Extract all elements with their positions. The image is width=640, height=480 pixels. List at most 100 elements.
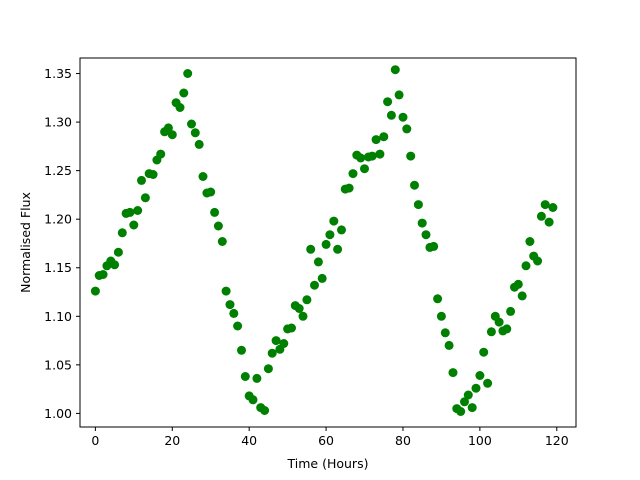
data-point: [217, 237, 227, 246]
y-tick-label: 1.00: [44, 406, 72, 421]
data-point: [148, 170, 158, 179]
y-tick-label: 1.10: [44, 309, 72, 324]
x-tick-label: 120: [545, 433, 569, 448]
data-point: [248, 395, 258, 405]
data-point: [90, 286, 100, 296]
x-axis-label: Time (Hours): [287, 456, 369, 471]
data-point: [187, 119, 196, 129]
data-point: [506, 306, 516, 316]
data-point: [306, 244, 316, 254]
data-point: [483, 378, 493, 388]
data-point: [125, 207, 135, 217]
data-point: [421, 230, 431, 240]
data-point: [333, 244, 343, 254]
data-point: [175, 103, 185, 112]
data-point: [317, 273, 327, 283]
data-point: [117, 228, 127, 238]
data-point: [229, 308, 239, 318]
data-point: [440, 328, 450, 338]
data-point: [486, 327, 496, 337]
data-point: [475, 371, 485, 380]
y-axis-ticks: 1.00 1.05 1.10 1.15 1.20 1.25 1.30 1.35: [44, 66, 80, 421]
x-tick-label: 60: [318, 433, 334, 448]
data-point: [383, 97, 393, 107]
data-point: [390, 65, 400, 75]
data-point: [225, 300, 235, 310]
data-points: [90, 65, 558, 416]
data-point: [233, 321, 243, 331]
data-point: [98, 270, 108, 279]
x-axis-ticks: 0 20 40 60 80 100 120: [91, 427, 569, 448]
data-point: [137, 175, 146, 185]
data-point: [221, 286, 231, 296]
data-point: [417, 218, 427, 228]
data-point: [348, 169, 358, 179]
y-tick-label: 1.35: [44, 66, 72, 81]
data-point: [444, 340, 454, 350]
data-point: [213, 221, 223, 231]
data-point: [386, 110, 396, 120]
data-point: [360, 164, 369, 174]
data-point: [260, 406, 270, 415]
y-tick-label: 1.30: [44, 115, 72, 130]
data-point: [198, 172, 208, 181]
data-point: [544, 217, 554, 227]
data-point: [329, 216, 339, 226]
y-tick-label: 1.05: [44, 357, 72, 372]
data-point: [313, 257, 323, 267]
data-point: [263, 364, 273, 374]
data-point: [156, 149, 166, 159]
data-point: [167, 130, 177, 140]
data-point: [367, 151, 377, 161]
data-point: [460, 397, 469, 407]
data-point: [210, 207, 220, 217]
data-point: [413, 200, 423, 210]
data-point: [240, 372, 250, 381]
data-point: [448, 368, 458, 378]
data-point: [463, 390, 473, 400]
data-point: [525, 237, 535, 246]
y-axis-label: Normalised Flux: [18, 192, 33, 293]
data-point: [406, 151, 416, 161]
x-tick-label: 20: [164, 433, 180, 448]
data-point: [433, 294, 443, 304]
y-tick-label: 1.20: [44, 212, 72, 227]
data-point: [521, 261, 531, 271]
data-point: [129, 220, 139, 230]
data-point: [190, 128, 200, 138]
data-point: [410, 180, 419, 190]
data-point: [310, 280, 319, 290]
data-point: [271, 336, 281, 346]
data-point: [513, 279, 523, 289]
x-tick-label: 80: [395, 433, 411, 448]
data-point: [479, 347, 489, 357]
data-point: [267, 348, 277, 358]
data-point: [548, 203, 558, 212]
x-tick-label: 0: [91, 433, 99, 448]
data-point: [194, 139, 204, 149]
data-point: [533, 256, 543, 266]
data-point: [163, 123, 173, 133]
y-tick-label: 1.15: [44, 260, 72, 275]
data-point: [375, 149, 385, 159]
data-point: [429, 241, 439, 251]
data-point: [398, 112, 408, 122]
data-point: [140, 193, 150, 203]
x-tick-label: 40: [241, 433, 257, 448]
data-point: [133, 206, 143, 215]
data-point: [517, 291, 527, 301]
data-point: [467, 403, 477, 413]
data-point: [298, 311, 308, 321]
x-tick-label: 100: [468, 433, 492, 448]
data-point: [540, 200, 550, 210]
data-point: [502, 324, 512, 334]
data-point: [379, 132, 389, 142]
data-point: [344, 183, 354, 193]
data-point: [113, 247, 123, 257]
data-point: [287, 323, 296, 333]
y-tick-label: 1.25: [44, 163, 72, 178]
data-point: [436, 311, 446, 321]
data-point: [179, 88, 189, 98]
